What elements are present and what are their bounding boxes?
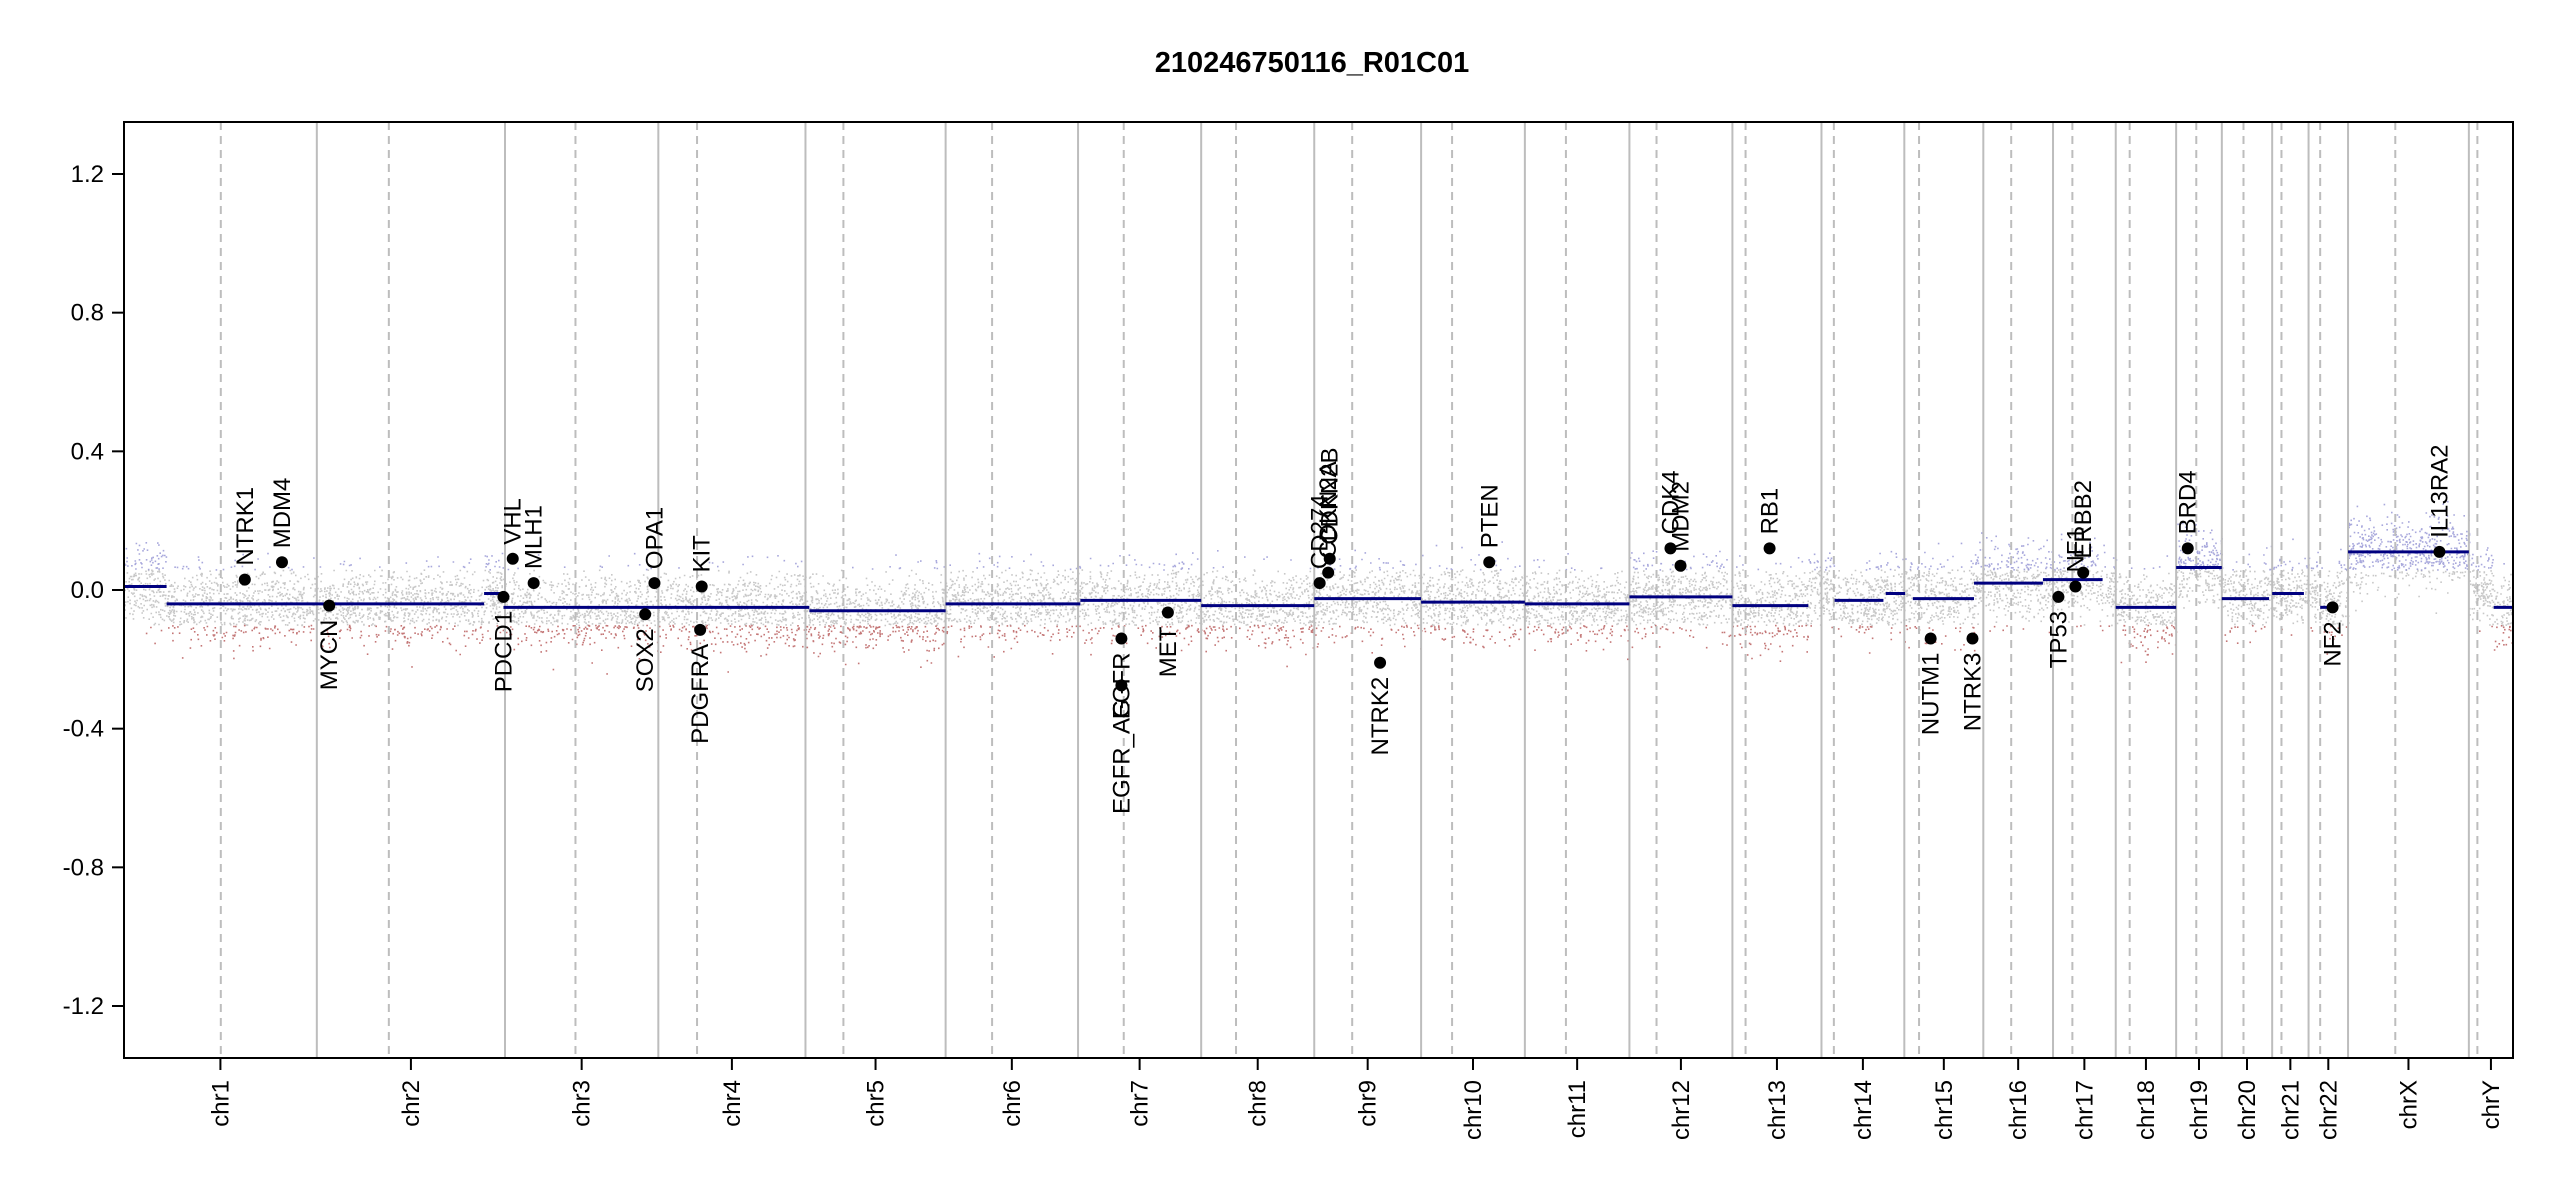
gene-point (238, 573, 251, 586)
gene-point (1664, 542, 1677, 555)
gene-label: VHL (500, 498, 527, 545)
gene-point (695, 580, 708, 593)
neutral-probes (124, 569, 2514, 627)
gene-point (1161, 606, 1174, 619)
gene-point (1674, 559, 1687, 572)
gene-point (1483, 556, 1496, 569)
gene-point (1763, 542, 1776, 555)
gene-label: SOX2 (632, 628, 659, 692)
gene-point (648, 577, 661, 590)
gene-label: MDM2 (1668, 481, 1695, 552)
gene-point (2052, 590, 2065, 603)
y-tick-label: 0.8 (71, 300, 104, 327)
gene-label: PDCD1 (490, 611, 517, 692)
x-tick-label: chr18 (2133, 1080, 2160, 1140)
chart-title: 210246750116_R01C01 (1155, 47, 1469, 79)
gene-label: PTEN (1476, 484, 1503, 548)
x-tick-label: chr6 (999, 1080, 1026, 1127)
y-tick-label: -0.8 (63, 854, 104, 881)
x-tick-label: chr9 (1355, 1080, 1382, 1127)
gene-label: OPA1 (641, 507, 668, 569)
gene-point (1115, 679, 1128, 692)
x-tick-label: chr11 (1564, 1080, 1591, 1138)
x-axis: chr1 chr2 chr3 chr4 chr5 chr6 chr7 chr8 chr9 chr1… (207, 1058, 2505, 1140)
y-tick-label: 0.0 (71, 577, 104, 604)
x-tick-label: chr20 (2234, 1080, 2261, 1140)
gene-label: MLH1 (521, 505, 548, 569)
gene-point (527, 577, 540, 590)
gene-point (2433, 545, 2446, 558)
gene-point (2326, 601, 2339, 614)
gene-label: IL13RA2 (2426, 444, 2453, 537)
gene-point (2077, 566, 2090, 579)
y-tick-label: -0.4 (63, 716, 104, 743)
gene-label: EGFR_AG (1108, 699, 1135, 814)
gene-label: NTRK1 (232, 487, 259, 566)
gene-point (275, 556, 288, 569)
x-tick-label: chrX (2395, 1080, 2422, 1129)
gene-point (1322, 566, 1335, 579)
gene-point (1313, 577, 1326, 590)
x-tick-label: chr1 (207, 1080, 234, 1127)
gene-point (497, 590, 510, 603)
gene-point (1323, 552, 1336, 565)
x-tick-label: chr14 (1850, 1080, 1877, 1140)
gene-point (1374, 656, 1387, 669)
gene-label: NTRK3 (1959, 653, 1986, 732)
x-tick-label: chr12 (1668, 1080, 1695, 1140)
gene-label: CDKN2A (1315, 461, 1342, 558)
gene-label: CDKN2B (1317, 447, 1344, 544)
x-tick-label: chr5 (863, 1080, 890, 1127)
gene-point (639, 608, 652, 621)
gene-label: NF2 (2320, 621, 2347, 666)
gene-label: MYCN (316, 620, 343, 691)
gene-point (506, 552, 519, 565)
x-tick-label: chr8 (1245, 1080, 1272, 1127)
x-tick-label: chr21 (2277, 1080, 2304, 1140)
chromosome-boundaries (219, 122, 2479, 1058)
x-tick-label: chr16 (2005, 1080, 2032, 1140)
y-axis: -1.2 -0.8 -0.4 0.0 0.4 0.8 1.2 (63, 161, 124, 1020)
gene-point (1966, 632, 1979, 645)
x-tick-label: chr3 (569, 1080, 596, 1127)
gene-label: ERBB2 (2070, 480, 2097, 559)
probe-points (124, 500, 2514, 675)
gene-point (2069, 580, 2082, 593)
gene-point (694, 623, 707, 636)
gene-label: EGFR (1108, 653, 1135, 720)
gene-point (2181, 542, 2194, 555)
gene-label: CDK4 (1657, 470, 1684, 534)
x-tick-label: chr17 (2071, 1080, 2098, 1140)
gene-label: PDGFRA (687, 644, 714, 744)
x-tick-label: chr19 (2186, 1080, 2213, 1140)
x-tick-label: chr4 (719, 1080, 746, 1127)
y-tick-label: -1.2 (63, 993, 104, 1020)
gene-point (1115, 632, 1128, 645)
gene-label: KIT (689, 535, 716, 573)
gene-label: NTRK2 (1367, 677, 1394, 756)
gene-label: BRD4 (2175, 470, 2202, 534)
gene-label: NUTM1 (1918, 653, 1945, 736)
y-tick-label: 1.2 (71, 161, 104, 188)
gene-label: NF1 (2062, 527, 2089, 572)
x-tick-label: chrY (2478, 1080, 2505, 1129)
gene-label: TP53 (2045, 611, 2072, 668)
x-tick-label: chr22 (2315, 1080, 2342, 1140)
gene-label: MET (1155, 626, 1182, 677)
x-tick-label: chr15 (1931, 1080, 1958, 1140)
gene-label: RB1 (1757, 488, 1784, 535)
x-tick-label: chr2 (398, 1080, 425, 1127)
x-tick-label: chr7 (1127, 1080, 1154, 1127)
gene-label: MDM4 (269, 478, 296, 549)
x-tick-label: chr13 (1764, 1080, 1791, 1140)
gene-point (323, 599, 336, 612)
y-tick-label: 0.4 (71, 438, 104, 465)
gene-point (1924, 632, 1937, 645)
x-tick-label: chr10 (1460, 1080, 1487, 1140)
